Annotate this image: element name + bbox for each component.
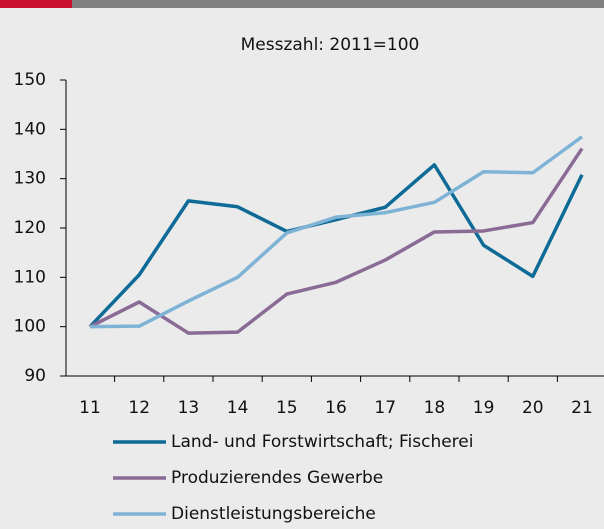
- x-tick-label: 14: [227, 398, 249, 418]
- x-tick-label: 13: [178, 398, 200, 418]
- x-tick-label: 16: [325, 398, 347, 418]
- x-tick-label: 15: [276, 398, 298, 418]
- header-bar: [72, 0, 604, 8]
- series-line: [88, 163, 584, 328]
- legend-label: Dienstleistungsbereiche: [171, 504, 376, 524]
- y-tick-label: 90: [24, 366, 46, 386]
- series-line: [89, 135, 584, 329]
- x-tick-label: 18: [424, 398, 446, 418]
- legend-label: Land- und Forstwirtschaft; Fischerei: [171, 432, 473, 452]
- y-tick-label: 120: [14, 218, 46, 238]
- y-tick-label: 110: [14, 267, 46, 287]
- accent-bar: [0, 0, 72, 8]
- x-tick-label: 21: [571, 398, 593, 418]
- chart-title: Messzahl: 2011=100: [241, 35, 420, 55]
- x-tick-label: 17: [374, 398, 396, 418]
- y-tick-label: 130: [14, 169, 46, 189]
- x-tick-label: 19: [473, 398, 495, 418]
- x-tick-label: 12: [128, 398, 150, 418]
- legend-label: Produzierendes Gewerbe: [171, 468, 383, 488]
- y-tick-label: 140: [14, 119, 46, 139]
- y-tick-label: 100: [14, 317, 46, 337]
- x-tick-label: 11: [79, 398, 101, 418]
- series-line: [89, 147, 584, 335]
- y-tick-label: 150: [14, 70, 46, 90]
- x-tick-label: 20: [522, 398, 544, 418]
